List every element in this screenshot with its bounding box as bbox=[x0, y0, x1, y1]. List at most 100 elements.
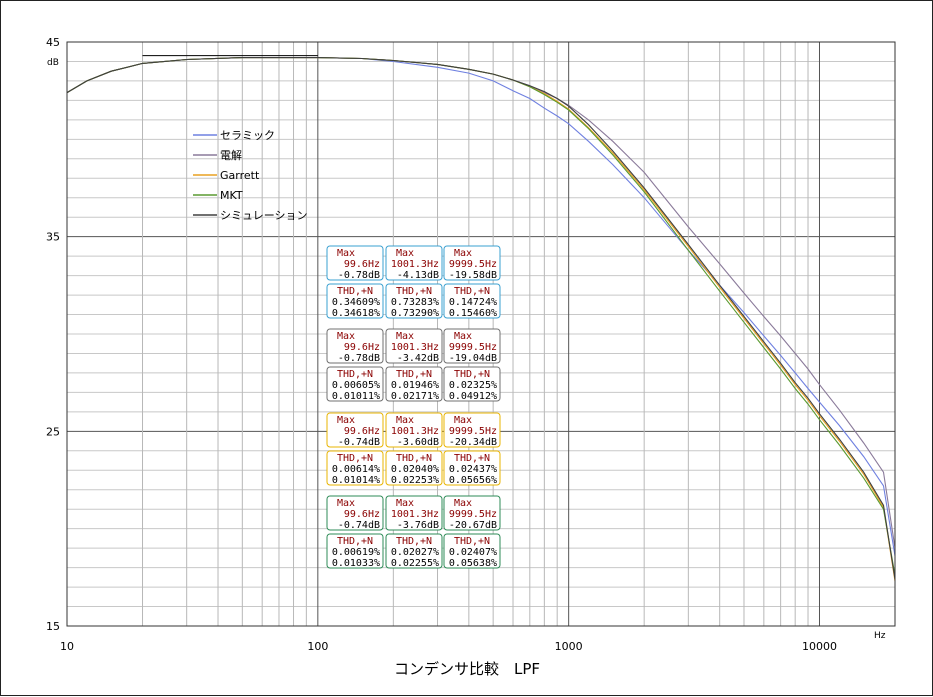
max-box bbox=[443, 412, 501, 448]
max-frequency: 1001.3Hz bbox=[391, 509, 439, 520]
thd-label: THD,+N bbox=[396, 536, 432, 547]
thd-label: THD,+N bbox=[396, 369, 432, 380]
max-label: Max bbox=[337, 415, 355, 426]
thd-value-2: 0.02171% bbox=[391, 391, 439, 402]
max-box bbox=[443, 245, 501, 281]
thd-value-2: 0.15460% bbox=[449, 308, 497, 319]
y-unit-label: dB bbox=[47, 58, 59, 68]
thd-label: THD,+N bbox=[337, 286, 373, 297]
thd-value-2: 0.02255% bbox=[391, 558, 439, 569]
max-frequency: 99.6Hz bbox=[344, 426, 380, 437]
legend-entry: セラミック bbox=[220, 129, 275, 142]
max-label: Max bbox=[396, 331, 414, 342]
max-level: -0.74dB bbox=[338, 437, 380, 448]
thd-value-2: 0.04912% bbox=[449, 391, 497, 402]
thd-box bbox=[443, 366, 501, 402]
thd-value-1: 0.00605% bbox=[332, 380, 380, 391]
max-frequency: 9999.5Hz bbox=[449, 342, 497, 353]
thd-value-2: 0.73290% bbox=[391, 308, 439, 319]
max-box bbox=[385, 495, 443, 531]
thd-value-2: 0.01011% bbox=[332, 391, 380, 402]
legend-entry: Garrett bbox=[220, 169, 260, 182]
thd-label: THD,+N bbox=[337, 369, 373, 380]
max-level: -0.74dB bbox=[338, 520, 380, 531]
max-frequency: 1001.3Hz bbox=[391, 426, 439, 437]
thd-label: THD,+N bbox=[396, 286, 432, 297]
x-tick-label: 10 bbox=[60, 640, 74, 653]
thd-label: THD,+N bbox=[454, 286, 490, 297]
max-label: Max bbox=[454, 331, 472, 342]
legend-entry: 電解 bbox=[220, 148, 242, 162]
thd-label: THD,+N bbox=[454, 536, 490, 547]
series-lines bbox=[66, 57, 896, 582]
thd-value-1: 0.00619% bbox=[332, 547, 380, 558]
max-label: Max bbox=[337, 498, 355, 509]
axes: 10 100 1000 10000 45 35 25 15 bbox=[46, 36, 896, 653]
max-label: Max bbox=[396, 498, 414, 509]
thd-value-1: 0.02437% bbox=[449, 464, 497, 475]
max-frequency: 9999.5Hz bbox=[449, 259, 497, 270]
thd-value-2: 0.02253% bbox=[391, 475, 439, 486]
thd-value-1: 0.34609% bbox=[332, 297, 380, 308]
thd-label: THD,+N bbox=[454, 369, 490, 380]
thd-box bbox=[443, 533, 501, 569]
max-box bbox=[326, 328, 384, 364]
series-line-4 bbox=[66, 57, 896, 580]
thd-box bbox=[443, 450, 501, 486]
max-box bbox=[443, 328, 501, 364]
measurement-boxes: Max99.6Hz-0.78dBMax1001.3Hz-4.13dBMax999… bbox=[326, 245, 501, 569]
thd-box bbox=[326, 366, 384, 402]
y-tick-label: 35 bbox=[46, 231, 60, 244]
y-tick-label: 25 bbox=[46, 425, 60, 438]
chart-title: コンデンサ比較 LPF bbox=[394, 660, 540, 678]
thd-value-2: 0.01033% bbox=[332, 558, 380, 569]
max-label: Max bbox=[454, 248, 472, 259]
x-tick-label: 10000 bbox=[802, 640, 837, 653]
thd-value-2: 0.05638% bbox=[449, 558, 497, 569]
max-box bbox=[385, 328, 443, 364]
max-label: Max bbox=[396, 415, 414, 426]
max-box bbox=[385, 412, 443, 448]
max-level: -19.04dB bbox=[449, 353, 497, 364]
thd-value-1: 0.02040% bbox=[391, 464, 439, 475]
x-tick-label: 100 bbox=[307, 640, 328, 653]
thd-value-1: 0.02407% bbox=[449, 547, 497, 558]
thd-label: THD,+N bbox=[337, 536, 373, 547]
max-box bbox=[326, 412, 384, 448]
thd-box bbox=[385, 283, 443, 319]
x-tick-label: 1000 bbox=[555, 640, 583, 653]
thd-value-1: 0.73283% bbox=[391, 297, 439, 308]
thd-value-1: 0.02325% bbox=[449, 380, 497, 391]
max-label: Max bbox=[454, 498, 472, 509]
legend-entry: シミュレーション bbox=[220, 209, 308, 222]
max-level: -3.42dB bbox=[397, 353, 439, 364]
max-level: -20.34dB bbox=[449, 437, 497, 448]
thd-box bbox=[385, 366, 443, 402]
legend-entry: MKT bbox=[220, 189, 243, 202]
max-level: -3.60dB bbox=[397, 437, 439, 448]
y-tick-label: 45 bbox=[46, 36, 60, 49]
max-frequency: 1001.3Hz bbox=[391, 259, 439, 270]
x-unit-label: Hz bbox=[874, 631, 886, 641]
thd-box bbox=[385, 533, 443, 569]
thd-value-2: 0.05656% bbox=[449, 475, 497, 486]
thd-label: THD,+N bbox=[337, 453, 373, 464]
thd-value-1: 0.00614% bbox=[332, 464, 380, 475]
max-label: Max bbox=[454, 415, 472, 426]
measurement-group: Max99.6Hz-0.78dBMax1001.3Hz-4.13dBMax999… bbox=[326, 245, 501, 319]
max-frequency: 99.6Hz bbox=[344, 342, 380, 353]
thd-label: THD,+N bbox=[454, 453, 490, 464]
max-level: -19.58dB bbox=[449, 270, 497, 281]
thd-value-2: 0.34618% bbox=[332, 308, 380, 319]
thd-value-1: 0.02027% bbox=[391, 547, 439, 558]
max-frequency: 9999.5Hz bbox=[449, 426, 497, 437]
thd-value-1: 0.01946% bbox=[391, 380, 439, 391]
thd-box bbox=[326, 283, 384, 319]
thd-label: THD,+N bbox=[396, 453, 432, 464]
max-label: Max bbox=[337, 248, 355, 259]
thd-box bbox=[443, 283, 501, 319]
max-frequency: 9999.5Hz bbox=[449, 509, 497, 520]
max-level: -3.76dB bbox=[397, 520, 439, 531]
